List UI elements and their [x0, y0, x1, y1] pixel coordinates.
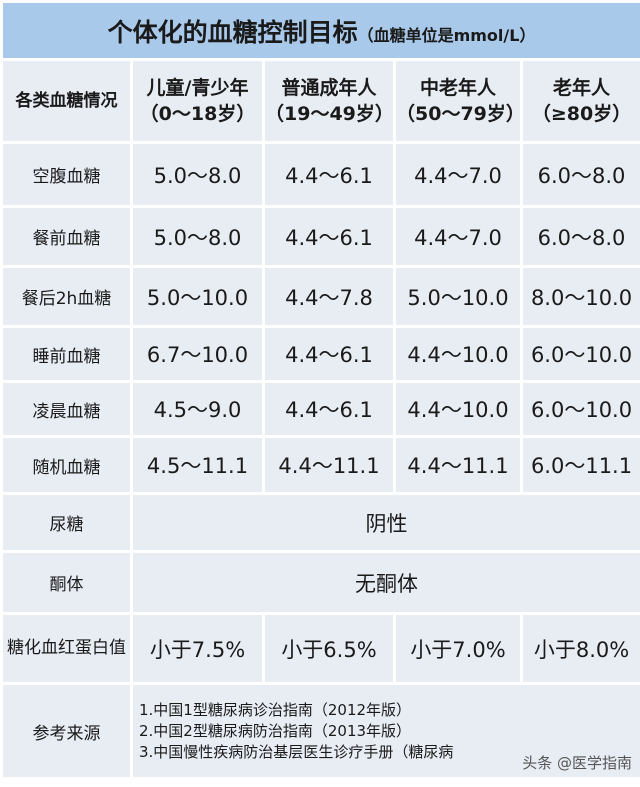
row-value: 无酮体	[129, 550, 640, 615]
header-name: 普通成年人	[281, 77, 377, 99]
cell-value: 4.4～7.0	[393, 205, 523, 268]
row-label: 餐前血糖	[0, 205, 133, 268]
header-elderly: 老年人 （≥80岁）	[519, 58, 640, 144]
row-label: 糖化血红蛋白值	[0, 612, 133, 685]
cell-value: 4.4～11.1	[393, 435, 523, 495]
header-name: 儿童/青少年	[146, 77, 249, 99]
header-children: 儿童/青少年 （0～18岁）	[130, 58, 265, 144]
watermark: 头条 @医学指南	[522, 752, 632, 773]
cell-value: 4.4～10.0	[393, 380, 523, 438]
title-row: 个体化的血糖控制目标（血糖单位是mmol/L）	[0, 0, 640, 61]
sources-row: 参考来源 1.中国1型糖尿病诊治指南（2012年版） 2.中国2型糖尿病防治指南…	[0, 682, 640, 780]
header-age: （19～49岁）	[265, 103, 394, 125]
row-value: 阴性	[129, 492, 640, 553]
header-name: 中老年人	[419, 77, 496, 99]
row-label: 餐后2h血糖	[0, 265, 133, 328]
header-name: 老年人	[553, 77, 611, 99]
table-row: 空腹血糖 5.0～8.0 4.4～6.1 4.4～7.0 6.0～8.0	[0, 141, 640, 208]
table-row: 随机血糖 4.5～11.1 4.4～11.1 4.4～11.1 6.0～11.1	[0, 435, 640, 495]
sources-list: 1.中国1型糖尿病诊治指南（2012年版） 2.中国2型糖尿病防治指南（2013…	[129, 682, 640, 780]
cell-value: 5.0～10.0	[130, 265, 265, 328]
source-item: 3.中国慢性疾病防治基层医生诊疗手册（糖尿病	[139, 742, 454, 761]
cell-value: 4.5～11.1	[130, 435, 265, 495]
table-title: 个体化的血糖控制目标（血糖单位是mmol/L）	[0, 0, 640, 61]
cell-value: 4.4～6.1	[262, 141, 396, 208]
header-age: （50～79岁）	[396, 103, 525, 125]
table-row: 凌晨血糖 4.5～9.0 4.4～6.1 4.4～10.0 6.0～10.0	[0, 380, 640, 438]
source-item: 1.中国1型糖尿病诊治指南（2012年版）	[139, 700, 412, 719]
cell-value: 4.4～7.8	[262, 265, 396, 328]
cell-value: 6.0～10.0	[519, 380, 640, 438]
header-middle-aged: 中老年人 （50～79岁）	[393, 58, 525, 144]
cell-value: 4.4～6.1	[262, 325, 396, 383]
cell-value: 4.4～10.0	[393, 325, 523, 383]
cell-value: 小于6.5%	[262, 612, 396, 685]
title-unit: （血糖单位是mmol/L）	[357, 25, 536, 45]
cell-value: 4.4～6.1	[262, 380, 396, 438]
source-item: 2.中国2型糖尿病防治指南（2013年版）	[139, 721, 412, 740]
cell-value: 6.0～8.0	[519, 141, 640, 208]
cell-value: 小于8.0%	[519, 612, 640, 685]
cell-value: 5.0～10.0	[393, 265, 523, 328]
row-label: 空腹血糖	[0, 141, 133, 208]
cell-value: 4.4～11.1	[262, 435, 396, 495]
header-adults: 普通成年人 （19～49岁）	[262, 58, 396, 144]
cell-value: 4.4～6.1	[262, 205, 396, 268]
urine-row: 尿糖 阴性	[0, 492, 640, 553]
row-label: 参考来源	[0, 682, 133, 780]
table-row: 餐前血糖 5.0～8.0 4.4～6.1 4.4～7.0 6.0～8.0	[0, 205, 640, 268]
cell-value: 6.0～8.0	[519, 205, 640, 268]
title-main: 个体化的血糖控制目标	[107, 17, 358, 47]
hba1c-row: 糖化血红蛋白值 小于7.5% 小于6.5% 小于7.0% 小于8.0%	[0, 612, 640, 685]
table-row: 餐后2h血糖 5.0～10.0 4.4～7.8 5.0～10.0 8.0～10.0	[0, 265, 640, 328]
header-row: 各类血糖情况 儿童/青少年 （0～18岁） 普通成年人 （19～49岁） 中老年人 （…	[0, 58, 640, 144]
row-label: 凌晨血糖	[0, 380, 133, 438]
header-category: 各类血糖情况	[0, 58, 133, 144]
row-label: 随机血糖	[0, 435, 133, 495]
cell-value: 5.0～8.0	[130, 141, 265, 208]
cell-value: 6.0～11.1	[519, 435, 640, 495]
cell-value: 5.0～8.0	[130, 205, 265, 268]
header-age: （0～18岁）	[139, 103, 256, 125]
cell-value: 小于7.5%	[130, 612, 265, 685]
cell-value: 8.0～10.0	[519, 265, 640, 328]
row-label: 睡前血糖	[0, 325, 133, 383]
header-age: （≥80岁）	[531, 103, 632, 125]
ketone-row: 酮体 无酮体	[0, 550, 640, 615]
cell-value: 6.0～10.0	[519, 325, 640, 383]
cell-value: 小于7.0%	[393, 612, 523, 685]
row-label: 尿糖	[0, 492, 133, 553]
cell-value: 6.7～10.0	[130, 325, 265, 383]
row-label: 酮体	[0, 550, 133, 615]
table-row: 睡前血糖 6.7～10.0 4.4～6.1 4.4～10.0 6.0～10.0	[0, 325, 640, 383]
cell-value: 4.4～7.0	[393, 141, 523, 208]
cell-value: 4.5～9.0	[130, 380, 265, 438]
